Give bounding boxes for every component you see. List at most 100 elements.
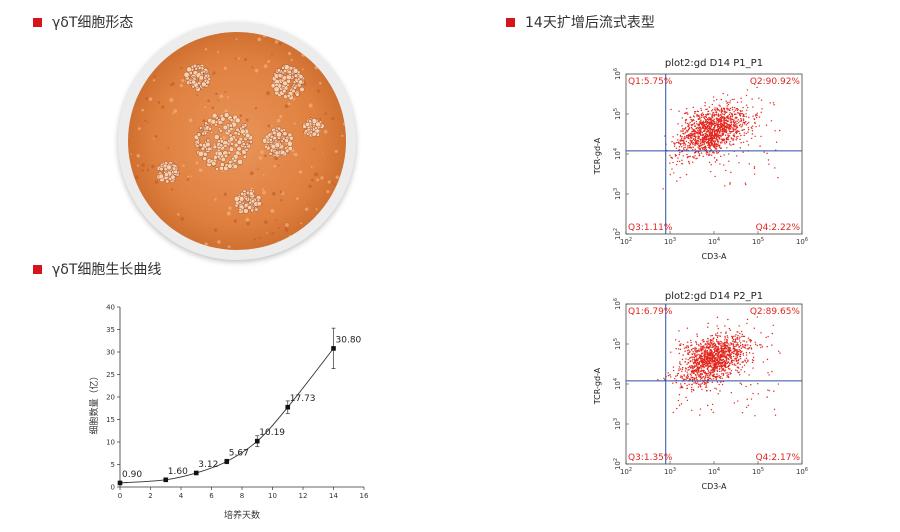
y-tick-label: 105 <box>613 338 622 350</box>
event-dot <box>692 128 694 131</box>
event-dot <box>705 384 707 386</box>
event-dot <box>682 343 685 346</box>
event-dot <box>708 377 711 380</box>
event-dot <box>720 349 723 351</box>
event-dot <box>681 377 684 379</box>
event-dot <box>735 132 738 135</box>
event-dot <box>721 362 724 365</box>
event-dot <box>725 342 727 344</box>
event-dot <box>684 120 687 122</box>
event-dot <box>678 352 681 355</box>
cell-speck <box>335 43 338 46</box>
cell-speck <box>308 184 312 189</box>
event-dot <box>707 371 710 373</box>
event-dot <box>687 352 689 354</box>
event-dot <box>774 130 776 132</box>
cell <box>183 71 190 78</box>
event-dot <box>726 115 728 118</box>
event-dot <box>734 113 736 115</box>
event-dot <box>738 325 740 327</box>
cell <box>186 66 192 73</box>
event-dot <box>719 350 721 353</box>
cell <box>197 150 204 157</box>
event-dot <box>723 116 725 118</box>
event-dot <box>695 127 697 130</box>
event-dot <box>711 143 713 146</box>
event-dot <box>722 123 724 125</box>
cell <box>214 122 218 127</box>
event-dot <box>686 371 688 373</box>
cell-speck <box>169 83 173 87</box>
event-dot <box>694 355 697 357</box>
event-dot <box>748 116 750 119</box>
event-dot <box>700 113 702 115</box>
event-dot <box>705 136 708 139</box>
event-dot <box>733 98 735 101</box>
cell-speck <box>151 164 155 169</box>
event-dot <box>705 355 707 358</box>
cell <box>292 68 299 74</box>
cell <box>204 73 209 78</box>
event-dot <box>720 362 722 365</box>
cell <box>159 166 164 172</box>
event-dot <box>693 378 696 381</box>
cell-speck <box>333 183 336 186</box>
event-dot <box>716 119 719 122</box>
event-dot <box>678 142 680 144</box>
cell <box>235 127 240 132</box>
event-dot <box>685 358 687 360</box>
event-dot <box>688 162 691 165</box>
event-dot <box>760 332 762 334</box>
event-dot <box>700 349 702 352</box>
cell <box>241 124 246 129</box>
event-dot <box>717 143 719 145</box>
event-dot <box>725 331 727 333</box>
event-dot <box>698 367 700 369</box>
event-dot <box>726 335 728 337</box>
event-dot <box>697 137 699 139</box>
event-dot <box>696 366 699 369</box>
event-dot <box>693 372 695 374</box>
event-dot <box>736 343 738 346</box>
event-dot <box>735 345 737 348</box>
event-dot <box>727 136 729 139</box>
event-dot <box>729 140 731 143</box>
event-dot <box>712 145 715 147</box>
event-dot <box>730 357 732 360</box>
event-dot <box>712 144 714 146</box>
event-dot <box>700 127 702 130</box>
event-dot <box>752 392 754 395</box>
cell <box>207 77 212 81</box>
event-dot <box>720 135 722 138</box>
event-dot <box>670 351 672 353</box>
event-dot <box>725 355 727 357</box>
cell-speck <box>133 67 137 72</box>
event-dot <box>740 126 742 128</box>
event-dot <box>716 357 718 359</box>
event-dot <box>730 360 733 363</box>
event-dot <box>715 121 718 123</box>
event-dot <box>752 115 754 117</box>
cell <box>198 75 204 81</box>
event-dot <box>678 153 681 156</box>
event-dot <box>743 134 745 137</box>
cell-speck <box>318 56 321 59</box>
cell <box>205 141 211 148</box>
event-dot <box>759 145 761 147</box>
event-dot <box>685 118 688 121</box>
event-dot <box>679 135 682 137</box>
event-dot <box>708 361 711 363</box>
cell-speck <box>224 91 227 94</box>
event-dot <box>718 342 721 345</box>
cell-speck <box>270 124 273 127</box>
cell-speck <box>214 198 217 201</box>
cell-speck <box>239 114 243 118</box>
event-dot <box>715 333 717 335</box>
event-dot <box>691 360 693 362</box>
event-dot <box>738 374 741 376</box>
cell-speck <box>198 168 203 173</box>
event-dot <box>709 353 712 355</box>
event-dot <box>675 381 678 384</box>
event-dot <box>718 335 720 337</box>
cell-speck <box>145 51 148 55</box>
